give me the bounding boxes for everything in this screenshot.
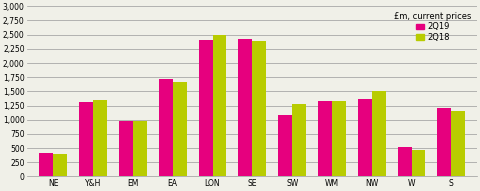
Bar bbox=[53, 154, 67, 176]
Bar bbox=[252, 41, 266, 176]
Bar bbox=[79, 102, 93, 176]
Bar bbox=[39, 153, 53, 176]
Bar bbox=[159, 79, 173, 176]
Bar bbox=[93, 100, 107, 176]
Bar bbox=[358, 99, 372, 176]
Bar bbox=[372, 91, 385, 176]
Bar bbox=[239, 39, 252, 176]
Bar bbox=[411, 150, 425, 176]
Bar bbox=[119, 121, 133, 176]
Bar bbox=[133, 121, 147, 176]
Bar bbox=[437, 108, 451, 176]
Bar bbox=[292, 104, 306, 176]
Bar bbox=[213, 35, 227, 176]
Bar bbox=[199, 40, 213, 176]
Legend: 2Q19, 2Q18: 2Q19, 2Q18 bbox=[392, 11, 473, 43]
Bar bbox=[173, 82, 187, 176]
Bar bbox=[318, 101, 332, 176]
Bar bbox=[278, 115, 292, 176]
Bar bbox=[451, 111, 465, 176]
Bar bbox=[332, 101, 346, 176]
Bar bbox=[397, 147, 411, 176]
